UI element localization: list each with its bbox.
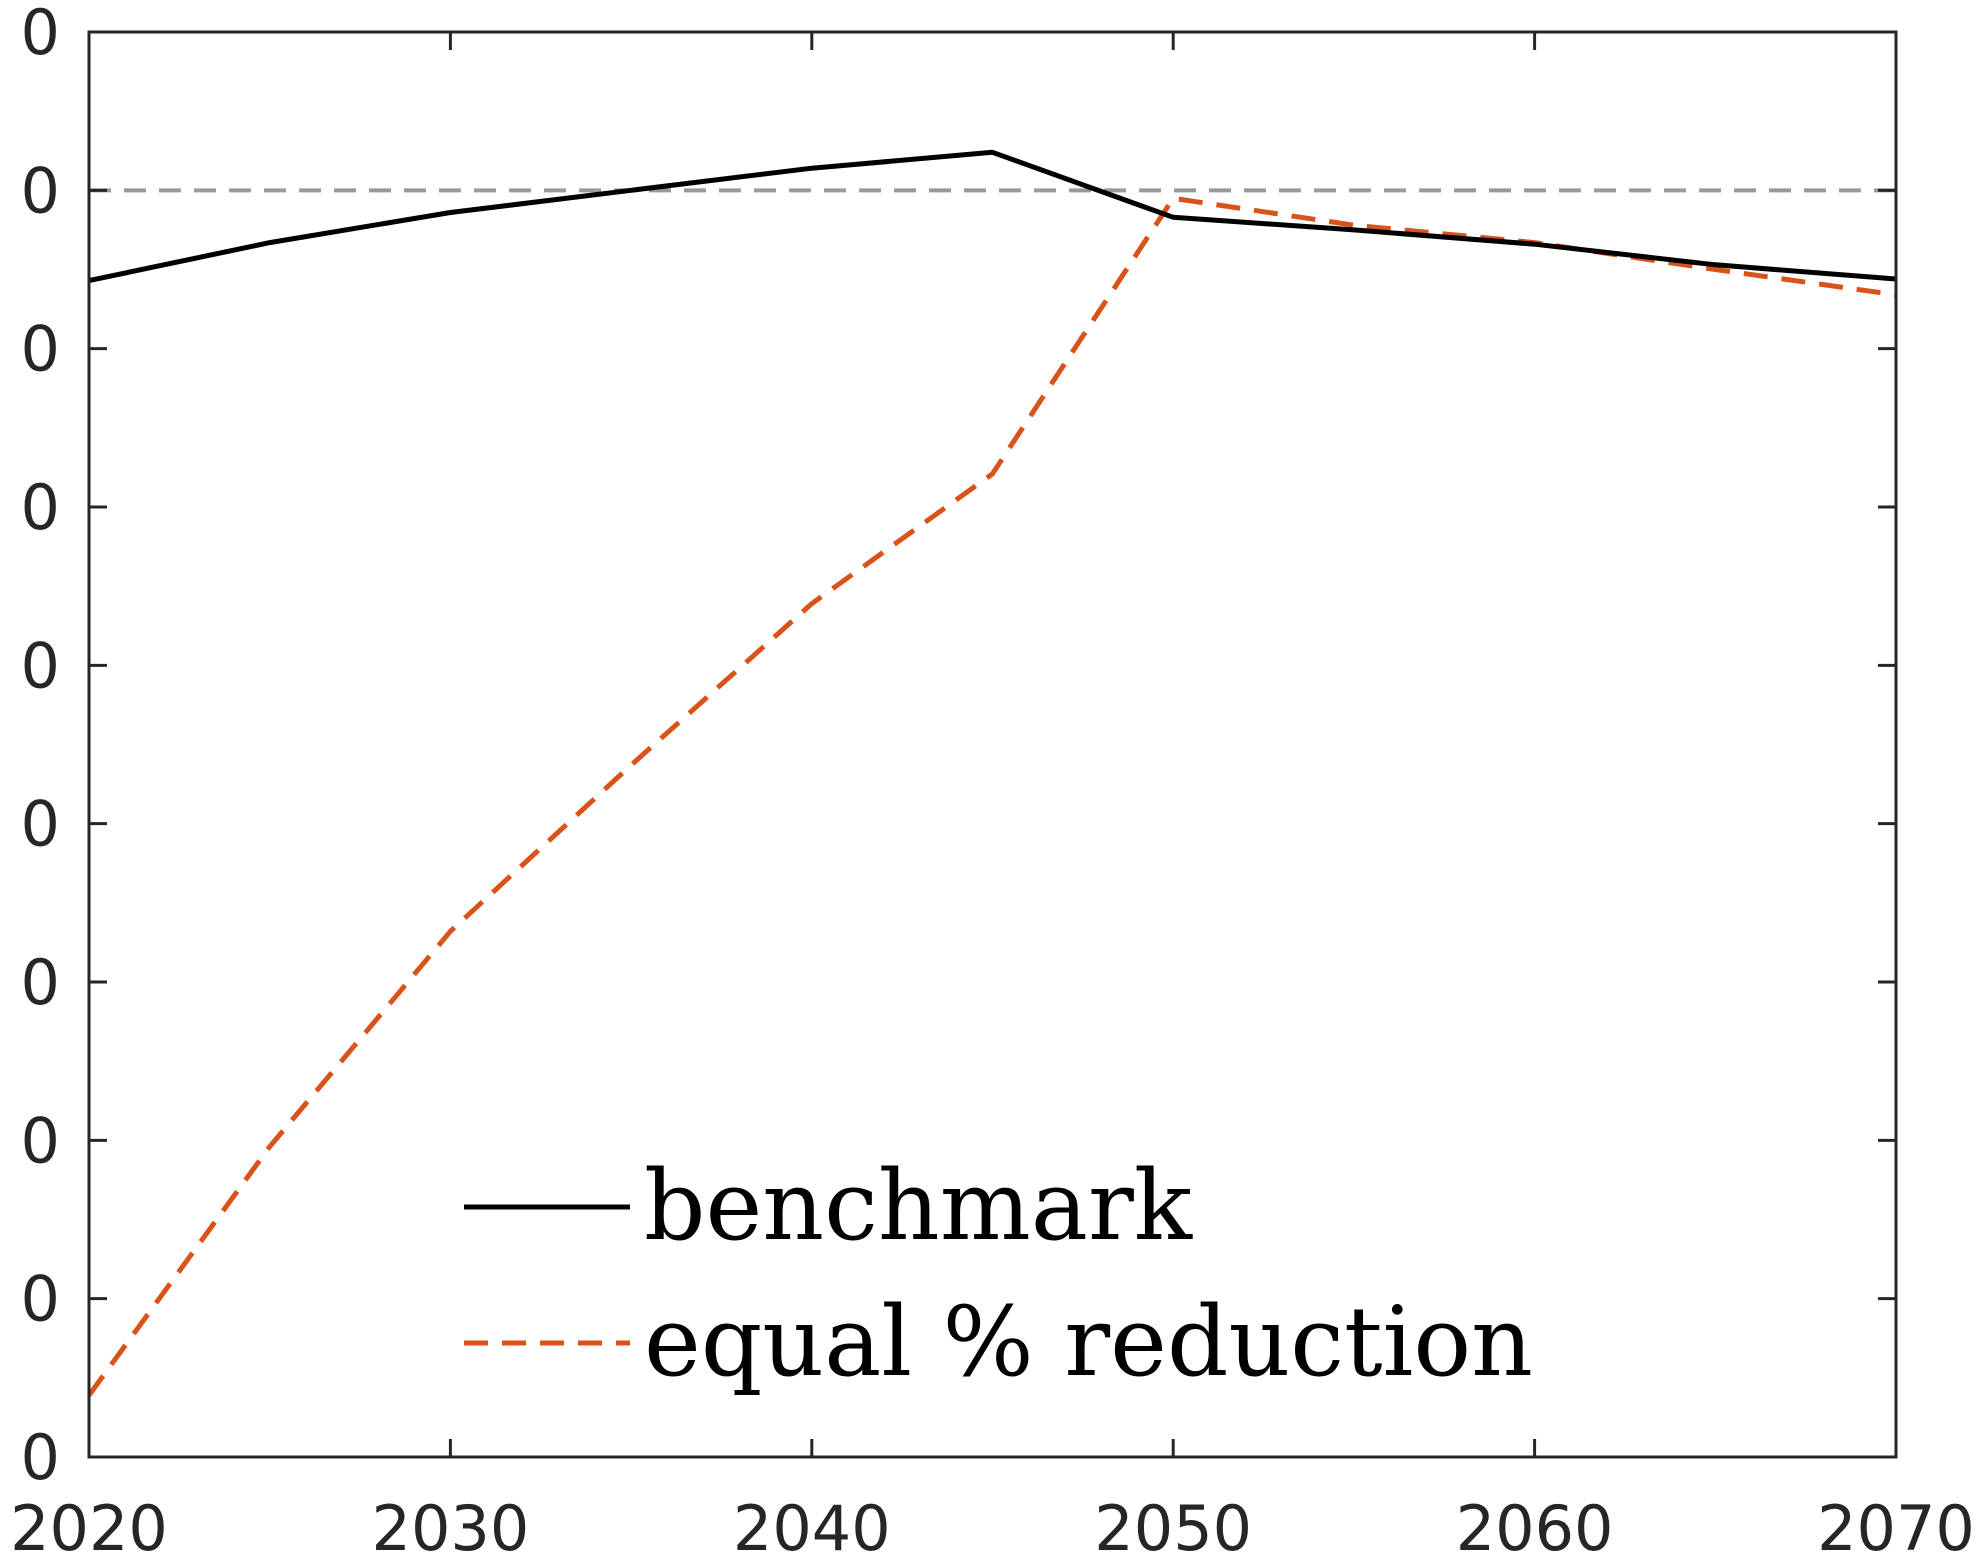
legend: benchmark equal % reduction [464,1150,1533,1398]
y-tick-label: 0 [21,313,60,386]
legend-label: equal % reduction [644,1286,1533,1398]
y-tick-label: 0 [21,946,60,1019]
x-tick-label: 2060 [1456,1492,1614,1554]
series-line-benchmark [88,149,1897,284]
tick-mark-layer [87,30,1898,1459]
series-layer [86,149,1897,1397]
plot-background [89,32,1896,1457]
plot-frame [87,30,1898,1459]
y-tick-label: 0 [21,788,60,861]
y-tick-label: 0 [21,1421,60,1494]
x-tick-label-layer: 2020 2030 2040 2050 2060 2070 [10,1492,1975,1554]
legend-label: benchmark [644,1150,1193,1262]
x-tick-label: 2030 [372,1492,530,1554]
y-tick-label: 0 [21,1263,60,1336]
x-tick-label: 2040 [733,1492,891,1554]
x-tick-label: 2070 [1817,1492,1975,1554]
x-tick-label: 2050 [1094,1492,1252,1554]
y-tick-label-layer: 0 0 0 0 0 0 0 0 0 0 [21,0,60,1494]
y-tick-label: 0 [21,629,60,702]
y-tick-label: 0 [21,1104,60,1177]
y-tick-label: 0 [21,0,60,69]
x-tick-label: 2020 [10,1492,168,1554]
y-tick-label: 0 [21,471,60,544]
y-tick-label: 0 [21,154,60,227]
